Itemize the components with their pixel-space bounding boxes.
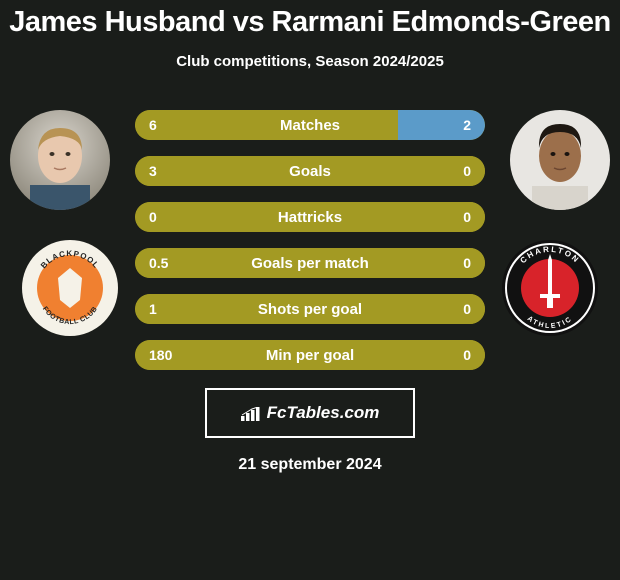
stat-label: Goals per match — [135, 248, 485, 278]
page-title: James Husband vs Rarmani Edmonds-Green — [0, 0, 620, 39]
stat-label: Goals — [135, 156, 485, 186]
stat-label: Min per goal — [135, 340, 485, 370]
footer-date: 21 september 2024 — [0, 456, 620, 474]
brand-text: FcTables.com — [267, 403, 380, 423]
stat-bars: 62Matches 30Goals 00Hattricks 0.50Goals per… — [135, 110, 485, 386]
brand-box: FcTables.com — [205, 388, 415, 438]
chart-icon — [241, 406, 261, 420]
stat-label: Matches — [135, 110, 485, 140]
page-subtitle: Club competitions, Season 2024/2025 — [0, 53, 620, 70]
stat-label: Shots per goal — [135, 294, 485, 324]
stat-bar-row: 30Goals — [135, 156, 485, 186]
stat-bar-row: 1800Min per goal — [135, 340, 485, 370]
stat-bar-row: 0.50Goals per match — [135, 248, 485, 278]
stat-label: Hattricks — [135, 202, 485, 232]
stat-bar-row: 00Hattricks — [135, 202, 485, 232]
comparison-area: BLACKPOOL FOOTBALL CLUB CHARLTON — [0, 110, 620, 380]
club-right-badge: CHARLTON ATHLETIC — [500, 238, 600, 338]
stat-bar-row: 10Shots per goal — [135, 294, 485, 324]
club-left-badge: BLACKPOOL FOOTBALL CLUB — [20, 238, 120, 338]
player-left-avatar — [10, 110, 110, 210]
stat-bar-row: 62Matches — [135, 110, 485, 140]
player-right-avatar — [510, 110, 610, 210]
